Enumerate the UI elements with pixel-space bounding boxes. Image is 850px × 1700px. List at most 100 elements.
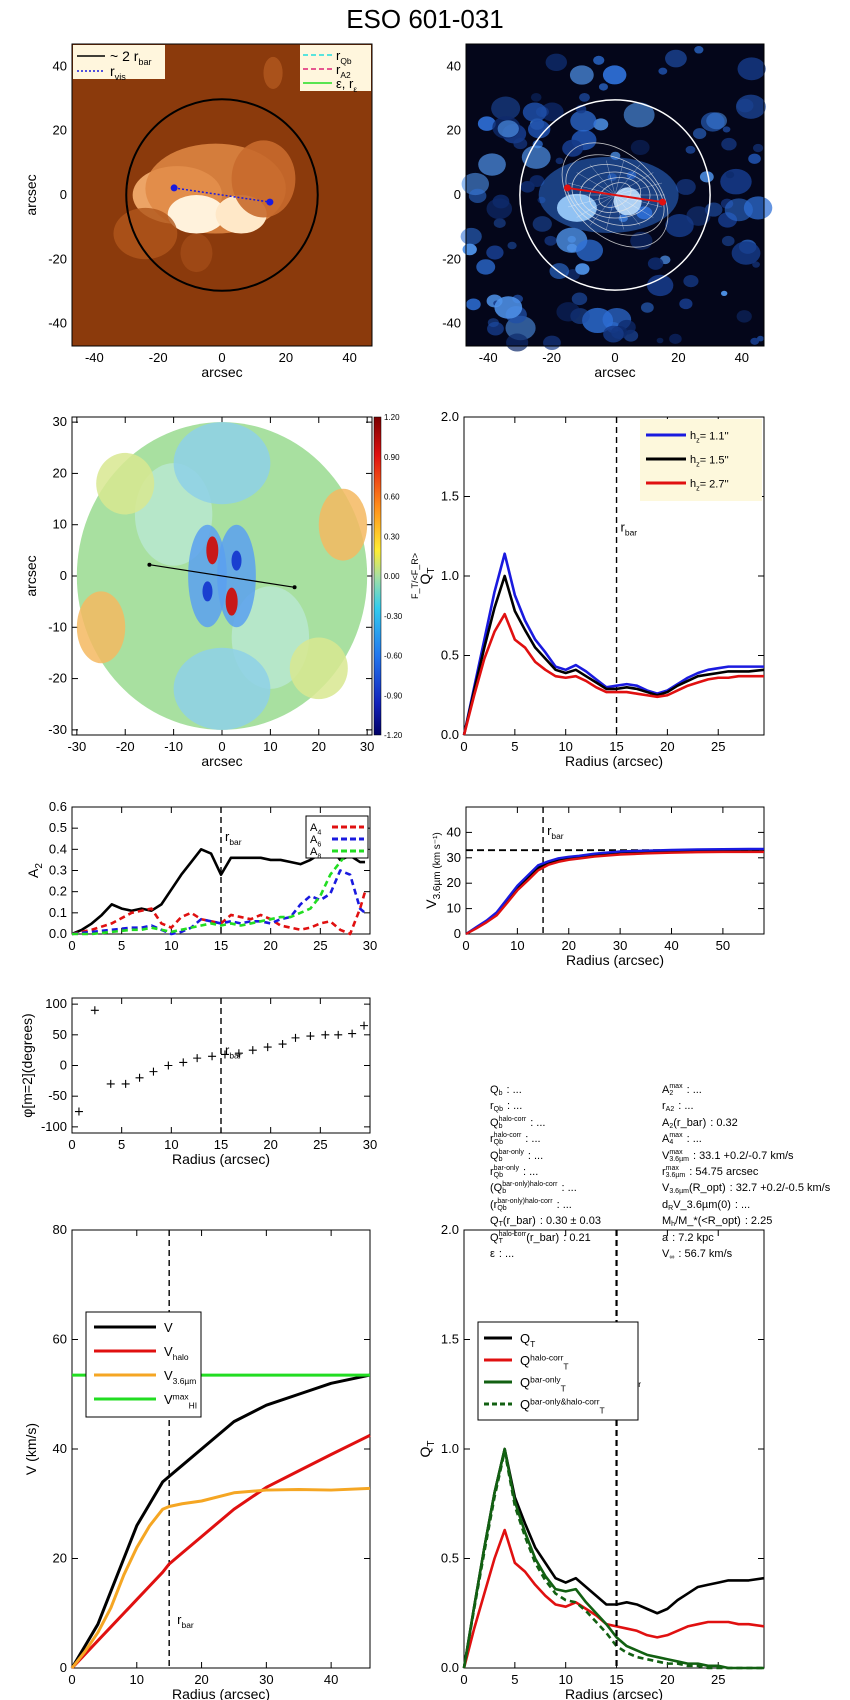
info-key-sup: halo-corr — [498, 1115, 527, 1123]
torque-patch — [96, 452, 155, 515]
info-key-sup — [499, 1083, 503, 1090]
y-axis-label-sub: T — [426, 1441, 437, 1447]
noise-blob — [530, 92, 542, 102]
series-line — [70, 1486, 371, 1669]
info-value: : ... — [561, 1182, 577, 1195]
noise-blob — [486, 245, 504, 260]
scatter-plus-marker — [179, 1058, 188, 1067]
rbar-label-sub: bar — [625, 527, 637, 537]
panel-p7: 0 5 10 15 20 25 30 -100 -50 0 50 100 Radius (arcsec)… — [19, 996, 377, 1167]
torque-peak-positive — [206, 536, 219, 565]
noise-blob — [692, 128, 707, 139]
y-tick-label: 0.0 — [49, 926, 67, 941]
x-axis-label: Radius (arcsec) — [172, 1151, 270, 1167]
colorbar-tick-label: -0.60 — [384, 652, 403, 661]
panel-p9: 0 10 20 30 40 0 20 40 60 80 Radius (arcsec) V (km/s… — [23, 1222, 371, 1700]
contour-ray — [614, 164, 641, 196]
y-tick-label: -20 — [442, 251, 461, 266]
y-tick-label: 40 — [447, 824, 461, 839]
noise-blob — [506, 333, 529, 352]
series-line — [72, 842, 367, 936]
info-value: : ... — [686, 1133, 702, 1146]
rbar-label-sub: bar — [551, 831, 563, 841]
info-row: r A2: ... — [662, 1098, 830, 1114]
x-tick-label: 0 — [68, 1672, 75, 1687]
scatter-plus-marker — [263, 1043, 272, 1052]
legend-right-label: rQb — [336, 48, 352, 66]
info-value: : ... — [527, 1149, 544, 1162]
info-key-sub: 3.6µm — [669, 1188, 689, 1196]
noise-blob — [491, 96, 521, 121]
y-tick-label: 1.5 — [441, 489, 459, 504]
legend-value: = 1.5'' — [700, 454, 729, 466]
info-key-sup: bar-only — [493, 1165, 519, 1173]
info-key-sup: max — [669, 1132, 683, 1140]
noise-blob — [468, 188, 487, 204]
y-tick-label: -30 — [48, 722, 67, 737]
scatter-plus-marker — [234, 1049, 243, 1058]
info-key-extra: V_3.6µm(0) — [673, 1198, 731, 1211]
x-tick-label: 20 — [263, 1137, 277, 1152]
noise-blob — [562, 139, 584, 157]
info-key-sub: T — [498, 1221, 503, 1229]
info-key-extra: (r_bar) — [673, 1116, 707, 1129]
y-tick-label: 20 — [53, 465, 67, 480]
noise-blob — [522, 102, 547, 122]
x-axis-label: arcsec — [201, 753, 242, 769]
y-tick-label: 30 — [447, 850, 461, 865]
y-tick-label: 0.1 — [49, 905, 67, 920]
contour-line — [598, 182, 632, 208]
legend-label-sup: halo-corr — [530, 1352, 563, 1362]
noise-blob — [540, 102, 564, 122]
colorbar-tick-label: 0.90 — [384, 453, 400, 462]
y-tick-label: 0.5 — [441, 648, 459, 663]
x-tick-label: 20 — [194, 1672, 208, 1687]
legend-label-sub: z — [696, 484, 700, 492]
noise-blob — [477, 116, 496, 131]
y-tick-label: 1.0 — [441, 1441, 459, 1456]
noise-blob — [545, 53, 568, 72]
galaxy-blob — [180, 233, 213, 273]
legend-label-sub: HI — [189, 1401, 197, 1411]
info-key-sub: R — [668, 1204, 674, 1212]
legend-right-label-main: r — [336, 62, 341, 77]
noise-blob — [513, 137, 528, 150]
info-value: : ... — [678, 1100, 694, 1113]
info-key-sub: b — [498, 1122, 503, 1130]
legend-left-label-main: ~ 2 r — [110, 48, 139, 64]
bar-end-point — [292, 585, 297, 590]
y-axis-label: arcsec — [23, 174, 39, 215]
x-tick-label: 15 — [609, 739, 623, 754]
legend-left-label: rvis — [110, 63, 126, 82]
noise-blob — [556, 302, 581, 322]
noise-blob — [752, 261, 760, 268]
rbar-label-sub: bar — [229, 1050, 241, 1060]
noise-blob — [497, 120, 519, 138]
legend-left-label-main: r — [110, 63, 115, 79]
info-key-scripts: bar-only)halo-corr Qb — [497, 1198, 552, 1212]
info-key-scripts: h — [671, 1214, 675, 1228]
contour-ray — [567, 194, 616, 208]
legend-label-sub: T — [600, 1406, 605, 1416]
noise-blob — [647, 257, 664, 270]
rbar-label-sub: bar — [182, 1620, 194, 1630]
legend-label-main: Q — [520, 1331, 530, 1346]
x-tick-label: 50 — [716, 938, 730, 953]
rbar-label: rbar — [225, 829, 242, 847]
x-tick-label: 10 — [263, 739, 277, 754]
info-key-scripts: max 4 — [669, 1132, 682, 1146]
x-axis-label: Radius (arcsec) — [565, 1686, 663, 1700]
series-line — [462, 1449, 764, 1670]
noise-blob — [694, 46, 704, 54]
bar-axis-line — [567, 186, 663, 204]
info-key-sup: max — [669, 1148, 683, 1156]
x-tick-label: 20 — [660, 739, 674, 754]
y-tick-label: -50 — [48, 1088, 67, 1103]
noise-blob — [735, 94, 766, 119]
y-tick-label: 0.0 — [441, 1660, 459, 1675]
x-tick-label: -20 — [149, 350, 168, 365]
